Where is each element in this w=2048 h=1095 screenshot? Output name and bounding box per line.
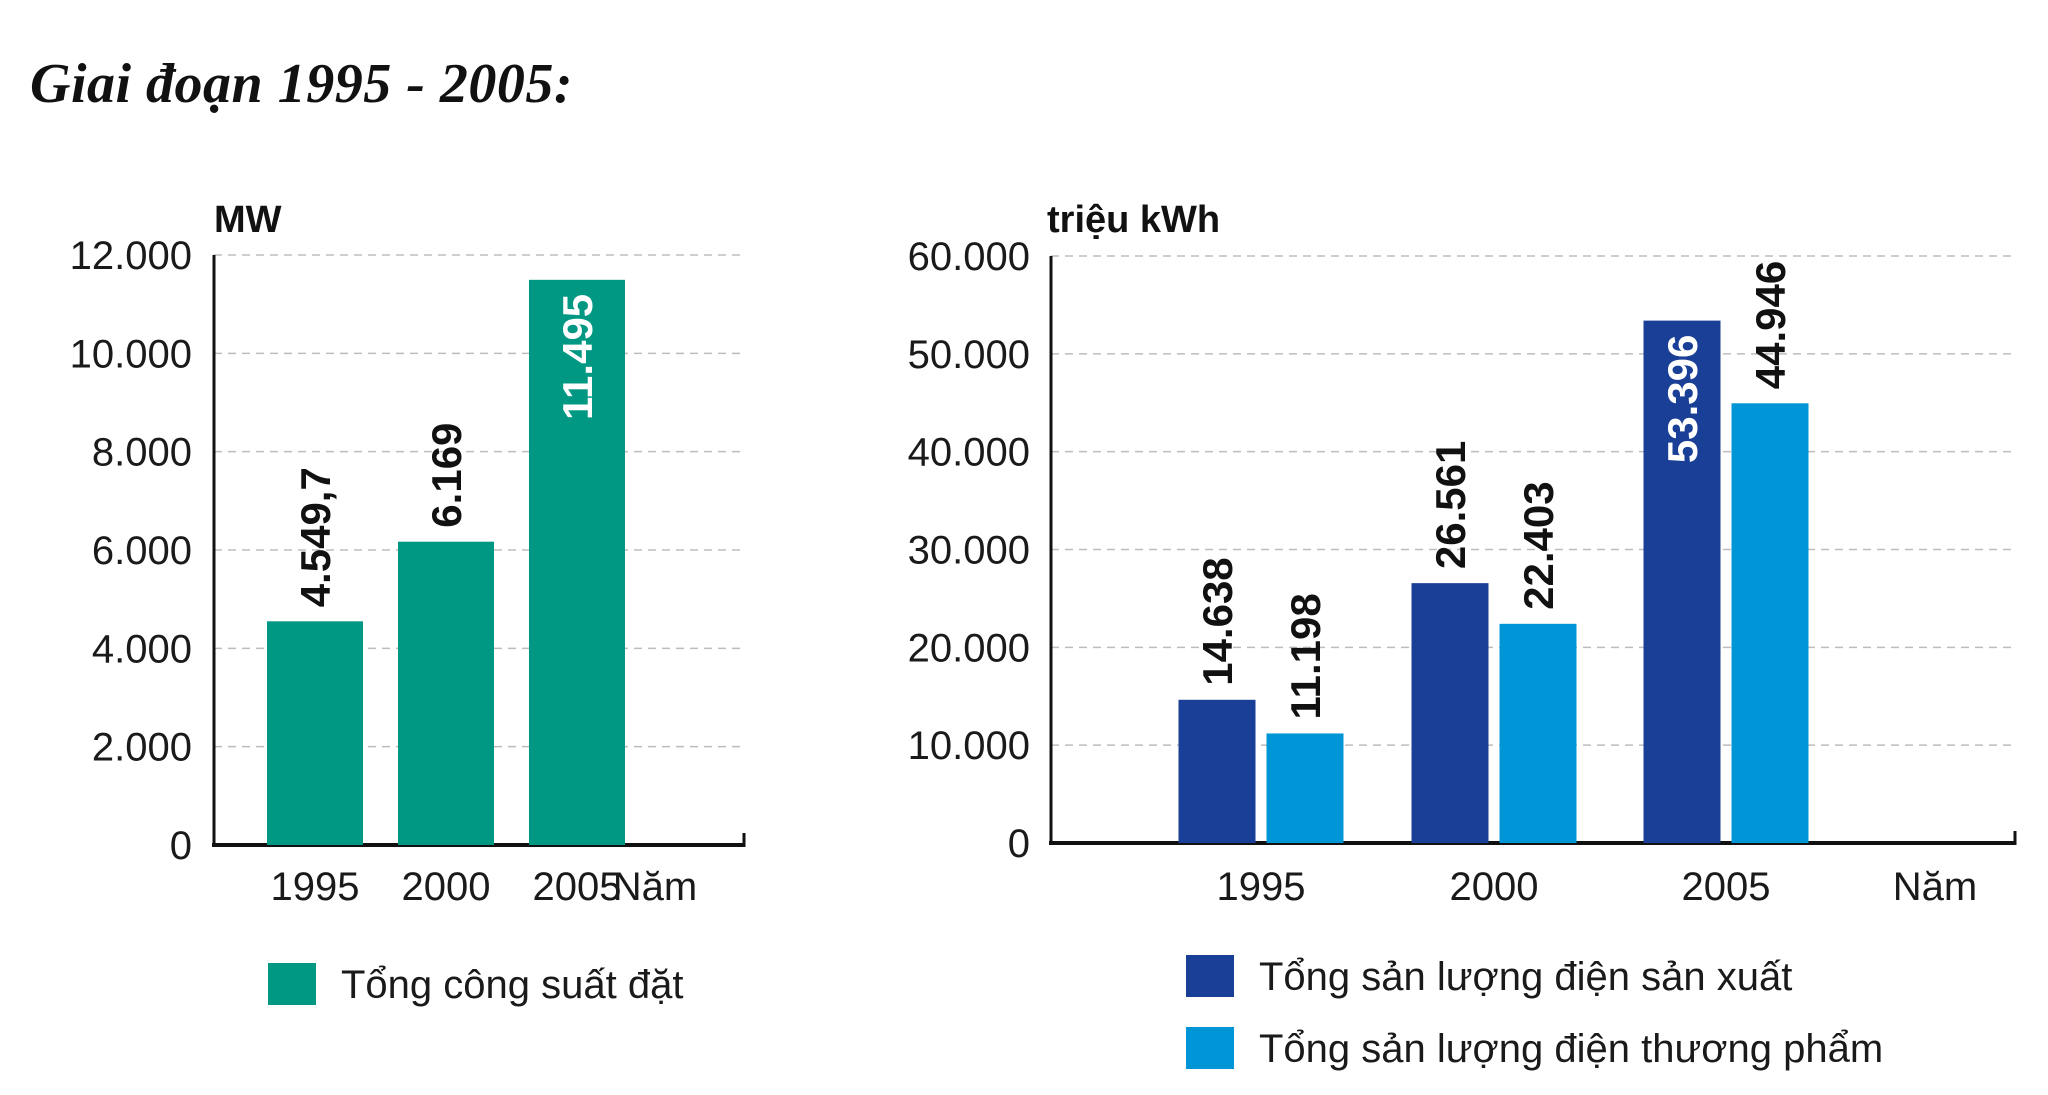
y-tick-label: 6.000 — [92, 529, 192, 573]
y-tick-label: 8.000 — [92, 431, 192, 475]
chart-installed-capacity: MW 0 2.000 4.000 6.000 8.000 10.000 12.000 4.549… — [70, 199, 746, 1007]
x-tick-label: 2000 — [402, 865, 491, 909]
bar — [398, 541, 494, 845]
bar-value-label: 14.638 — [1194, 557, 1241, 685]
legend-label: Tổng công suất đặt — [341, 963, 683, 1007]
bar-value-label: 53.396 — [1659, 335, 1706, 463]
y-tick-label: 40.000 — [908, 431, 1030, 475]
bar-value-label: 6.169 — [423, 423, 470, 528]
bar — [1178, 699, 1256, 843]
y-tick-label: 12.000 — [70, 234, 192, 278]
bar — [1499, 623, 1577, 843]
bar-value-label: 22.403 — [1515, 481, 1562, 609]
bar — [1643, 320, 1721, 843]
bar-value-label: 4.549,7 — [292, 467, 339, 607]
y-tick-label: 2.000 — [92, 726, 192, 770]
x-tick-label: 1995 — [271, 865, 360, 909]
bar-value-label: 44.946 — [1747, 261, 1794, 389]
bar — [1266, 733, 1344, 843]
y-tick-label: 50.000 — [908, 333, 1030, 377]
x-tick-label: 2000 — [1450, 865, 1539, 909]
y-axis-unit-label: triệu kWh — [1047, 199, 1220, 241]
legend-label: Tổng sản lượng điện thương phẩm — [1259, 1027, 1883, 1071]
x-tick-label: 2005 — [533, 865, 622, 909]
page-title: Giai đoạn 1995 - 2005: — [30, 53, 573, 115]
y-tick-label: 20.000 — [908, 626, 1030, 670]
bar-value-label: 26.561 — [1427, 441, 1474, 569]
x-tick-label: 1995 — [1217, 865, 1306, 909]
legend-label: Tổng sản lượng điện sản xuất — [1259, 955, 1792, 999]
x-axis-label: Năm — [1893, 865, 1977, 909]
y-tick-label: 4.000 — [92, 627, 192, 671]
y-tick-label: 30.000 — [908, 529, 1030, 573]
y-tick-label: 60.000 — [908, 235, 1030, 279]
legend-swatch — [268, 963, 316, 1005]
y-tick-label: 10.000 — [70, 332, 192, 376]
y-tick-label: 0 — [170, 824, 192, 868]
bar — [267, 621, 363, 845]
legend-swatch — [1186, 955, 1234, 997]
y-tick-label: 0 — [1008, 822, 1030, 866]
x-axis-label: Năm — [613, 865, 697, 909]
bar — [1411, 583, 1489, 843]
bar-value-label: 11.198 — [1282, 593, 1329, 719]
y-axis-unit-label: MW — [214, 199, 282, 241]
legend-swatch — [1186, 1027, 1234, 1069]
bar-value-label: 11.495 — [554, 294, 601, 420]
bar — [529, 279, 625, 845]
y-tick-label: 10.000 — [908, 724, 1030, 768]
x-tick-label: 2005 — [1682, 865, 1771, 909]
bar — [1731, 403, 1809, 843]
